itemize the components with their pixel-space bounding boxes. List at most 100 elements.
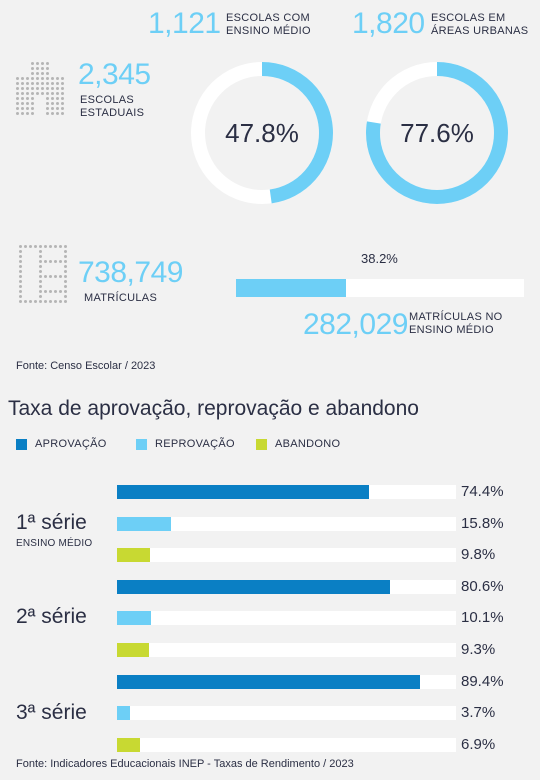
bar-track: [117, 548, 456, 563]
value-label-abandono-1: 9.8%: [461, 546, 496, 564]
ensino-medio-label: ESCOLAS COM ENSINO MÉDIO: [226, 12, 311, 38]
bar-track: [117, 611, 456, 626]
icon-dot: [41, 72, 44, 75]
value-label-reprovacao-1: 15.8%: [461, 514, 504, 532]
chart-title: Taxa de aprovação, reprovação e abandono: [8, 397, 419, 420]
icon-dot: [31, 62, 34, 65]
icon-dot: [59, 260, 62, 263]
icon-dot: [64, 280, 67, 283]
icon-dot: [16, 102, 19, 105]
icon-dot: [64, 285, 67, 288]
icon-dot: [46, 87, 49, 90]
icon-dot: [36, 67, 39, 70]
matriculas-em-label-line1: MATRÍCULAS NO: [409, 311, 503, 323]
icon-dot: [26, 97, 29, 100]
icon-dot: [61, 102, 64, 105]
icon-dot: [39, 280, 42, 283]
icon-dot: [44, 300, 47, 303]
bar-track: [117, 737, 456, 752]
icon-dot: [54, 260, 57, 263]
icon-dot: [16, 82, 19, 85]
icon-dot: [46, 67, 49, 70]
category-sublabel-1: ENSINO MÉDIO: [16, 538, 93, 549]
icon-dot: [51, 77, 54, 80]
icon-dot: [19, 270, 22, 273]
icon-dot: [19, 250, 22, 253]
icon-dot: [49, 245, 52, 248]
icon-dot: [26, 92, 29, 95]
icon-dot: [19, 275, 22, 278]
legend-reprovacao: REPROVAÇÃO: [136, 438, 235, 450]
icon-dot: [36, 62, 39, 65]
icon-dot: [26, 82, 29, 85]
icon-dot: [61, 82, 64, 85]
icon-dot: [46, 72, 49, 75]
bar-aprovacao-2: [117, 579, 391, 594]
bar-track: [117, 579, 456, 594]
urbanas-count: 1,820: [352, 7, 425, 40]
icon-dot: [19, 295, 22, 298]
icon-dot: [39, 255, 42, 258]
school-building-icon: [16, 62, 64, 115]
icon-dot: [31, 67, 34, 70]
icon-dot: [19, 265, 22, 268]
icon-dot: [41, 77, 44, 80]
icon-dot: [39, 265, 42, 268]
ensino-medio-percent: 47.8%: [225, 118, 299, 148]
value-label-abandono-3: 6.9%: [461, 735, 496, 753]
bar-abandono-1: [117, 548, 151, 563]
icon-dot: [44, 275, 47, 278]
bar-reprovacao-2: [117, 611, 152, 626]
icon-dot: [64, 245, 67, 248]
bar-track: [117, 706, 456, 721]
icon-dot: [49, 275, 52, 278]
icon-dot: [21, 82, 24, 85]
icon-dot: [19, 300, 22, 303]
icon-dot: [51, 102, 54, 105]
matriculas-em-label: MATRÍCULAS NO ENSINO MÉDIO: [409, 311, 503, 337]
icon-dot: [46, 62, 49, 65]
estaduais-count: 2,345: [78, 58, 151, 91]
value-label-reprovacao-3: 3.7%: [461, 704, 496, 722]
value-label-reprovacao-2: 10.1%: [461, 609, 504, 627]
icon-dot: [64, 260, 67, 263]
icon-dot: [39, 250, 42, 253]
icon-dot: [29, 300, 32, 303]
icon-dot: [51, 82, 54, 85]
urbanas-label-line1: ESCOLAS EM: [431, 12, 506, 24]
bar-track: [117, 674, 456, 689]
icon-dot: [39, 290, 42, 293]
icon-dot: [31, 107, 34, 110]
icon-dot: [41, 62, 44, 65]
icon-dot: [56, 112, 59, 115]
icon-dot: [36, 92, 39, 95]
icon-dot: [64, 255, 67, 258]
matriculas-count: 738,749: [78, 256, 183, 289]
icon-dot: [34, 245, 37, 248]
icon-dot: [56, 82, 59, 85]
icon-dot: [51, 87, 54, 90]
icon-dot: [39, 275, 42, 278]
icon-dot: [49, 290, 52, 293]
icon-dot: [31, 82, 34, 85]
icon-dot: [31, 87, 34, 90]
icon-dot: [21, 92, 24, 95]
icon-dot: [41, 67, 44, 70]
value-label-aprovacao-2: 80.6%: [461, 577, 504, 595]
icon-dot: [56, 92, 59, 95]
icon-dot: [16, 112, 19, 115]
icon-dot: [46, 82, 49, 85]
icon-dot: [16, 92, 19, 95]
matriculas-em-percent: 38.2%: [361, 251, 398, 266]
ensino-medio-donut-arc: [191, 62, 333, 204]
legend-aprovacao-label: APROVAÇÃO: [35, 438, 107, 450]
icon-dot: [31, 102, 34, 105]
icon-dot: [16, 97, 19, 100]
value-label-aprovacao-1: 74.4%: [461, 483, 504, 500]
urbanas-donut: [366, 62, 508, 204]
icon-dot: [41, 92, 44, 95]
bar-reprovacao-1: [117, 516, 171, 531]
legend-aprovacao-swatch: [16, 438, 27, 450]
icon-dot: [21, 97, 24, 100]
icon-dot: [61, 97, 64, 100]
